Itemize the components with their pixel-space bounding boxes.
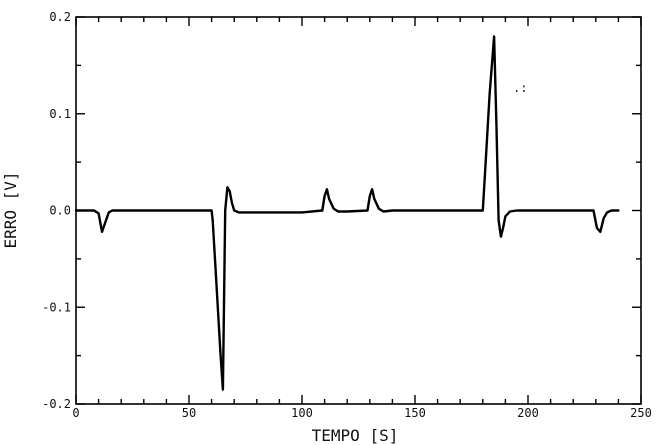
y-tick-label: 0.2: [49, 10, 71, 24]
y-tick-label: 0.1: [49, 107, 71, 121]
x-tick-label: 100: [291, 406, 313, 420]
x-tick-label: 200: [517, 406, 539, 420]
y-axis-label: ERRO [V]: [1, 171, 20, 248]
x-tick-label: 150: [404, 406, 426, 420]
y-tick-label: 0.0: [49, 204, 71, 218]
y-tick-label: -0.1: [42, 300, 71, 314]
x-tick-label: 250: [630, 406, 652, 420]
y-tick-label: -0.2: [42, 397, 71, 411]
error-signal-line: [74, 35, 620, 391]
tick-labels: 0 50 100 150 200 250 -0.2 -0.1 0.0 0.1 0.2: [42, 10, 652, 420]
chart-annotation: .:: [513, 81, 527, 95]
axis-ticks: [75, 16, 642, 405]
x-tick-label: 0: [72, 406, 79, 420]
x-tick-label: 50: [182, 406, 196, 420]
x-axis-label: TEMPO [S]: [312, 426, 399, 445]
